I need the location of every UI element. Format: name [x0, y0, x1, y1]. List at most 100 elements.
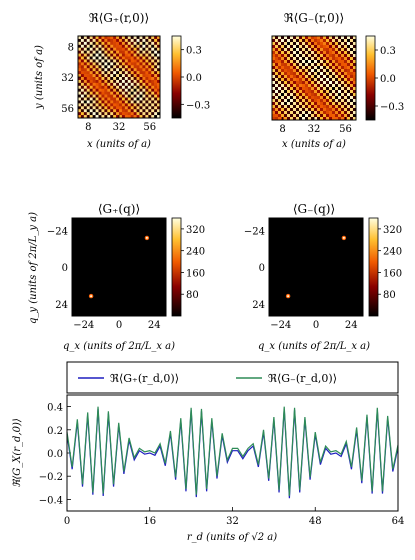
y-tick-label: 0: [259, 263, 265, 274]
heatmap-cell: [121, 94, 126, 98]
heatmap-cell: [130, 106, 134, 110]
heatmap-cell: [311, 87, 315, 91]
heatmap-area: [78, 36, 161, 119]
heatmap-cell: [80, 38, 85, 43]
heatmap-cell: [293, 72, 297, 76]
heatmap-cell: [154, 65, 158, 69]
heatmap-cell: [338, 63, 342, 67]
heatmap-cell: [89, 62, 93, 66]
heatmap-cell: [314, 72, 318, 76]
heatmap-cell: [101, 85, 105, 90]
heatmap-cell: [110, 38, 114, 43]
heatmap-cell: [326, 51, 330, 55]
heatmap-cell: [308, 57, 312, 61]
heatmap-cell: [302, 78, 306, 82]
heatmap-cell: [130, 36, 134, 40]
heatmap-cell: [278, 114, 282, 118]
heatmap-cell: [344, 60, 348, 64]
heatmap-cell: [83, 88, 88, 92]
x-tick-label: 32: [226, 516, 239, 527]
heatmap-cell: [116, 44, 120, 49]
heatmap-cell: [80, 47, 85, 51]
heatmap-cell: [287, 99, 291, 103]
heatmap-cell: [317, 105, 321, 109]
heatmap-cell: [151, 82, 155, 87]
heatmap-cell: [347, 108, 351, 112]
heatmap-cell: [80, 115, 85, 119]
heatmap-cell: [80, 56, 85, 60]
heatmap-cell: [89, 71, 93, 75]
heatmap-cell: [299, 117, 303, 121]
heatmap-cell: [317, 81, 321, 85]
heatmap-cell: [296, 72, 300, 76]
heatmap-cell: [329, 99, 333, 103]
heatmap-cell: [344, 96, 348, 100]
heatmap-cell: [314, 93, 318, 97]
heatmap-cell: [110, 62, 114, 66]
heatmap-cell: [317, 108, 321, 112]
heatmap-cell: [98, 82, 102, 87]
heatmap-cell: [136, 91, 140, 95]
heatmap-cell: [92, 65, 96, 69]
heatmap-cell: [308, 111, 312, 115]
heatmap-cell: [116, 50, 120, 54]
heatmap-cell: [305, 117, 309, 121]
heatmap-cell: [287, 87, 291, 91]
heatmap-cell: [350, 84, 354, 88]
heatmap-cell: [136, 56, 140, 60]
heatmap-cell: [272, 60, 276, 64]
heatmap-cell: [78, 79, 82, 84]
heatmap-cell: [119, 53, 123, 57]
heatmap-cell: [299, 66, 303, 70]
heatmap-cell: [139, 94, 143, 98]
heatmap-cell: [329, 102, 333, 106]
heatmap-cell: [133, 68, 137, 72]
heatmap-cell: [353, 69, 357, 73]
heatmap-cell: [80, 97, 85, 101]
heatmap-cell: [139, 79, 143, 84]
heatmap-cell: [89, 50, 93, 54]
heatmap-cell: [341, 114, 345, 118]
heatmap-cell: [293, 96, 297, 100]
heatmap-cell: [151, 97, 155, 101]
heatmap-cell: [92, 36, 96, 40]
heatmap-cell: [107, 77, 111, 81]
heatmap-cell: [110, 41, 114, 46]
heatmap-cell: [83, 62, 88, 66]
y-tick-label: 0: [62, 263, 68, 274]
heatmap-cell: [338, 102, 342, 106]
heatmap-cell: [107, 47, 111, 51]
heatmap-cell: [139, 74, 143, 78]
heatmap-cell: [275, 42, 279, 46]
heatmap-cell: [272, 57, 276, 61]
heatmap-cell: [130, 88, 134, 92]
heatmap-cell: [278, 108, 282, 112]
heatmap-cell: [98, 100, 102, 104]
heatmap-cell: [338, 87, 342, 91]
heatmap-cell: [101, 71, 105, 75]
heatmap-cell: [124, 94, 129, 98]
heatmap-cell: [78, 112, 82, 116]
heatmap-cell: [121, 62, 126, 66]
heatmap-cell: [101, 106, 105, 110]
heatmap-cell: [104, 97, 108, 101]
heatmap-cell: [136, 77, 140, 81]
heatmap-cell: [299, 105, 303, 109]
heatmap-cell: [305, 81, 309, 85]
heatmap-cell: [130, 100, 134, 104]
heatmap-cell: [136, 103, 140, 107]
heatmap-cell: [347, 93, 351, 97]
heatmap-cell: [127, 103, 132, 107]
heatmap-cell: [95, 36, 99, 40]
heatmap-cell: [302, 99, 306, 103]
heatmap-cell: [113, 106, 117, 110]
heatmap-cell: [83, 71, 88, 75]
heatmap-cell: [287, 54, 291, 58]
heatmap-cell: [148, 62, 152, 66]
heatmap-cell: [145, 79, 149, 84]
heatmap-cell: [142, 62, 146, 66]
heatmap-cell: [124, 68, 129, 72]
heatmap-cell: [296, 51, 300, 55]
heatmap-cell: [110, 109, 114, 113]
